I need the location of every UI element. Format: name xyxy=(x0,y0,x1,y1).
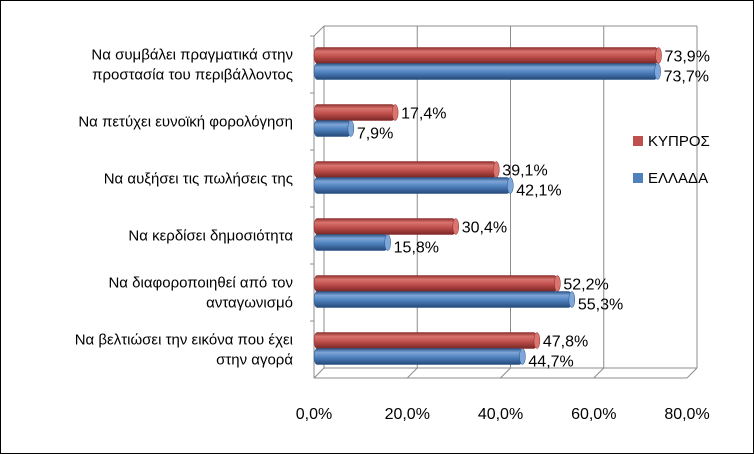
data-label: 39,1% xyxy=(502,163,547,180)
bars xyxy=(313,47,662,365)
bar-cyprus xyxy=(313,47,659,64)
x-tick-label: 80,0% xyxy=(664,406,709,423)
x-tick-label: 20,0% xyxy=(385,406,430,423)
data-label: 17,4% xyxy=(401,106,446,123)
bar-cap xyxy=(347,120,355,137)
data-label: 47,8% xyxy=(543,334,588,351)
bar-greece xyxy=(313,291,573,308)
bar-greece xyxy=(313,348,523,365)
category-label: Να αυξήσει τις πωλήσεις της xyxy=(104,171,293,188)
category-label: Να βελτιώσει την εικόνα που έχει xyxy=(75,332,293,349)
gridline-floor xyxy=(500,367,511,379)
data-label: 15,8% xyxy=(394,240,439,257)
bar-cyprus xyxy=(313,332,538,349)
legend-label: ΕΛΛΑΔΑ xyxy=(648,170,708,187)
data-label: 30,4% xyxy=(462,220,507,237)
bar-cyprus xyxy=(313,275,558,292)
bar-cap xyxy=(384,234,391,251)
gridlines xyxy=(313,25,698,379)
legend-label: ΚΥΠΡΟΣ xyxy=(648,133,710,150)
bar-cap xyxy=(554,275,561,292)
category-labels: Να συμβάλει πραγματικά στην προστασία του… xyxy=(75,47,294,369)
data-label: 7,9% xyxy=(357,126,393,143)
bar-cap xyxy=(519,348,526,365)
bar-cap xyxy=(654,63,661,80)
data-label: 52,2% xyxy=(563,277,608,294)
data-label: 44,7% xyxy=(528,354,573,371)
data-label: 73,9% xyxy=(665,49,710,66)
axes xyxy=(310,25,687,379)
bar-greece xyxy=(313,177,511,194)
x-tick-label: 60,0% xyxy=(571,406,616,423)
data-labels: 73,9% 73,7% 17,4% 7,9% 39,1% 42,1% 30,4% 15,8% 5… xyxy=(357,49,710,371)
bar-cyprus xyxy=(313,104,396,121)
bar-cap xyxy=(493,161,500,178)
bar-greece xyxy=(313,63,658,80)
x-tick-label: 0,0% xyxy=(296,406,332,423)
category-label: προστασία του περιβάλλοντος xyxy=(92,67,293,84)
category-label: ανταγωνισμό xyxy=(206,295,293,312)
bar-cyprus xyxy=(313,218,456,235)
legend: ΚΥΠΡΟΣ ΕΛΛΑΔΑ xyxy=(633,133,710,187)
bar-cap xyxy=(507,177,514,194)
bar-cap xyxy=(533,332,541,349)
data-label: 73,7% xyxy=(664,69,709,86)
category-label: Να διαφοροποιηθεί από τον xyxy=(108,275,293,292)
gridline-floor xyxy=(313,367,325,379)
bar-cap xyxy=(391,104,399,121)
bar-cap xyxy=(452,218,459,235)
category-label: Να πετύχει ευνοϊκή φορολόγηση xyxy=(78,114,293,131)
y-axis-top-edge xyxy=(313,25,325,37)
x-tick-labels: 0,0% 20,0% 40,0% 60,0% 80,0% xyxy=(296,406,710,423)
bar-greece xyxy=(313,234,388,251)
category-label: Να συμβάλει πραγματικά στην xyxy=(91,47,293,64)
gridline-floor xyxy=(406,367,418,379)
x-tick-label: 40,0% xyxy=(478,406,523,423)
data-label: 42,1% xyxy=(516,183,561,200)
bar-cap xyxy=(568,291,576,308)
data-label: 55,3% xyxy=(578,297,623,314)
legend-swatch xyxy=(633,173,643,183)
category-label: Να κερδίσει δημοσιότητα xyxy=(128,228,293,245)
gridline-floor xyxy=(686,367,698,379)
legend-swatch xyxy=(633,136,643,146)
gridline-floor xyxy=(593,367,605,379)
bar-cap xyxy=(655,47,662,64)
bar-cyprus xyxy=(313,161,497,178)
bar-greece xyxy=(313,120,352,137)
category-label: στην αγορά xyxy=(216,352,293,369)
